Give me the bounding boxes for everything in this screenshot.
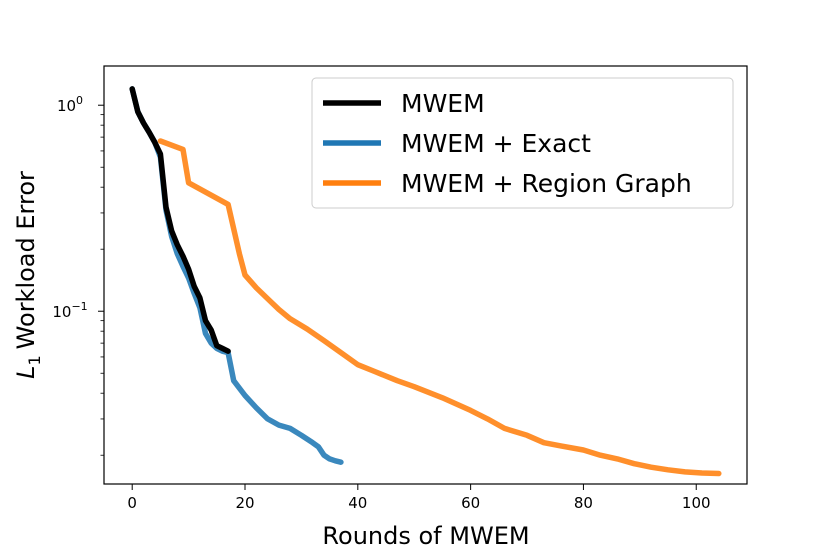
x-tick-label: 0 xyxy=(127,494,137,512)
plot-frame xyxy=(103,65,748,485)
series-line-0 xyxy=(129,86,231,354)
series-line-2 xyxy=(157,138,722,477)
legend-frame xyxy=(311,77,734,209)
y-axis-label-subscript: 1 xyxy=(25,355,44,365)
legend-label-0: MWEM xyxy=(401,89,485,118)
x-axis: 0 20 40 60 80 100 xyxy=(127,484,711,512)
x-tick-label: 100 xyxy=(682,494,711,512)
y-tick-label: 100 xyxy=(57,94,83,115)
x-tick-label: 20 xyxy=(235,494,254,512)
x-tick-label: 80 xyxy=(574,494,593,512)
y-tick-label: 10−1 xyxy=(52,300,87,321)
legend-label-1: MWEM + Exact xyxy=(401,129,591,158)
y-axis-label: L1 Workload Error xyxy=(12,171,44,379)
y-tick-label-base: 10 xyxy=(57,97,76,115)
series-layer xyxy=(129,86,722,477)
y-tick-label-exponent: −1 xyxy=(71,300,87,313)
x-tick-label: 40 xyxy=(348,494,367,512)
y-tick-label-exponent: 0 xyxy=(76,94,83,107)
legend: MWEM MWEM + Exact MWEM + Region Graph xyxy=(311,77,734,209)
y-axis-label-text: Workload Error xyxy=(12,171,40,349)
y-axis-label-symbol: L xyxy=(12,366,40,379)
legend-label-2: MWEM + Region Graph xyxy=(401,169,692,198)
y-tick-label-base: 10 xyxy=(52,303,71,321)
y-axis-label-group: L1 Workload Error xyxy=(12,171,44,379)
x-axis-label: Rounds of MWEM xyxy=(322,522,529,550)
x-tick-label: 60 xyxy=(461,494,480,512)
